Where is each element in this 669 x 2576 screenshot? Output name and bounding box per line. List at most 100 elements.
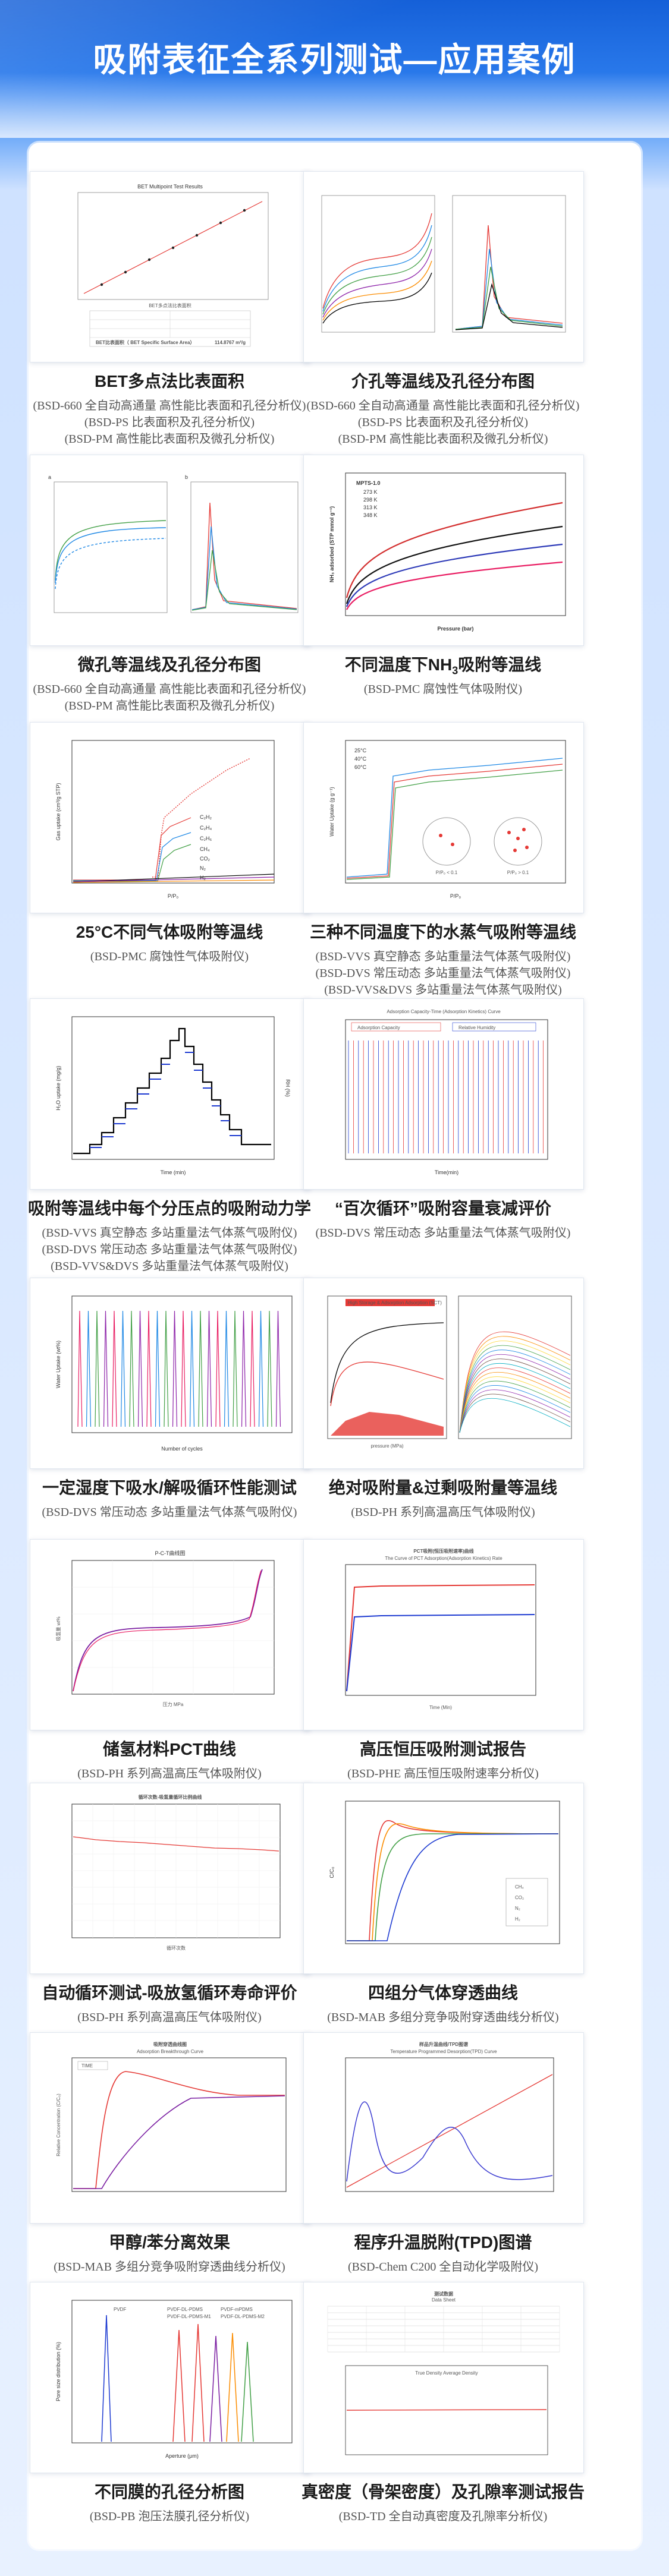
chart-title: P-C-T曲线图 bbox=[155, 1550, 186, 1556]
instrument-line: (BSD-PHE 高压恒压吸附速率分析仪) bbox=[347, 1767, 539, 1780]
legend-m1: PVDF-DL-PDMS-M1 bbox=[167, 2314, 211, 2319]
breakthrough-plot: CH₄ CO₂ N₂ H₂ C/C₀ bbox=[329, 1801, 560, 1944]
y2-axis-label: RH (%) bbox=[285, 1079, 291, 1097]
instrument-line: (BSD-660 全自动高通量 高性能比表面和孔径分析仪) bbox=[33, 683, 306, 696]
instrument-line: (BSD-VVS&DVS 多站重量法气体蒸气吸附仪) bbox=[51, 1260, 288, 1273]
legend-348k: 348 K bbox=[363, 512, 378, 518]
legend-co2: CO₂ bbox=[515, 1895, 524, 1900]
instrument-line: (BSD-DVS 常压动态 多站重量法气体蒸气吸附仪) bbox=[315, 1226, 571, 1240]
legend-title: MPTS-1.0 bbox=[356, 480, 381, 486]
page-header: 吸附表征全系列测试—应用案例 bbox=[0, 0, 669, 138]
x-axis-label: 循环次数 bbox=[167, 1945, 186, 1951]
legend-c2h6: C₂H₆ bbox=[200, 835, 212, 841]
water-cycling-plot: Water Uptake (wt%) Number of cycles bbox=[55, 1295, 293, 1452]
x-axis-label: Number of cycles bbox=[161, 1446, 203, 1452]
membrane-pore-chart-figure: PVDF PVDF-DL-PDMS PVDF-mPDMS PVDF-DL-PDM… bbox=[30, 2282, 310, 2473]
instrument-line: (BSD-VVS 真空静态 多站重量法气体蒸气吸附仪) bbox=[315, 950, 571, 963]
y-axis-label: Water Uptake (g g⁻¹) bbox=[329, 787, 335, 836]
cycle-spike bbox=[103, 1310, 109, 1427]
bet-chart-title: BET Multipoint Test Results bbox=[137, 184, 203, 190]
cycle-spike bbox=[137, 1310, 143, 1427]
gas-uptake-plot: C₂H₂ C₂H₄ C₂H₆ CH₄ CO₂ N₂ H₂ Gas uptake … bbox=[55, 740, 275, 899]
x-axis-label: P/P₀ bbox=[450, 893, 461, 899]
instrument-line: (BSD-PMC 腐蚀性气体吸附仪) bbox=[90, 950, 249, 963]
panel-label-b: b bbox=[185, 474, 188, 480]
legend-298k: 298 K bbox=[363, 497, 378, 503]
instrument-line: (BSD-DVS 常压动态 多站重量法气体蒸气吸附仪) bbox=[315, 967, 571, 980]
high-pressure-chart-figure: PCT吸附(恒压吸附速率)曲线 The Curve of PCT Adsorpt… bbox=[303, 1539, 584, 1730]
pct-plot: P-C-T曲线图 吸氢量 wt% 压力 MPa bbox=[55, 1550, 275, 1707]
card-caption: 一定湿度下吸水/解吸循环性能测试 bbox=[42, 1478, 297, 1497]
instrument-line: (BSD-660 全自动高通量 高性能比表面和孔径分析仪) bbox=[33, 399, 306, 412]
breakthrough-chart-figure: CH₄ CO₂ N₂ H₂ C/C₀ bbox=[303, 1783, 584, 1974]
mesopore-chart-figure bbox=[303, 171, 584, 362]
x-axis-label: Time(min) bbox=[435, 1169, 458, 1175]
cycle-spike bbox=[250, 1310, 255, 1427]
micropore-plots: a b bbox=[48, 474, 299, 613]
card-caption: 微孔等温线及孔径分布图 bbox=[77, 655, 261, 674]
x-axis-label: pressure (MPa) bbox=[370, 1443, 403, 1449]
excess-curve bbox=[459, 1341, 571, 1433]
y-axis-label: C/C₀ bbox=[329, 1866, 335, 1878]
cycle-spike bbox=[77, 1310, 83, 1427]
bet-linear-plot: BET Multipoint Test Results BET多点法比表面积 B… bbox=[77, 184, 269, 347]
excess-curve bbox=[459, 1331, 571, 1433]
card-caption: 25°C不同气体吸附等温线 bbox=[76, 923, 263, 941]
chart-header: High Storage & Adsorption Adsorption (SC… bbox=[348, 1300, 442, 1306]
chart-title: 循环次数-吸氢量循环比例曲线 bbox=[138, 1794, 202, 1800]
legend-25c: 25°C bbox=[354, 748, 367, 753]
excess-curve bbox=[459, 1336, 571, 1433]
cycle-spike bbox=[241, 1310, 247, 1427]
micropore-chart-figure: a b bbox=[30, 455, 310, 646]
tpd-plot: 样品升温曲线/TPD图谱 Temperature Programmed Deso… bbox=[345, 2041, 554, 2192]
chart-title-cn: 吸附穿透曲线图 bbox=[153, 2041, 187, 2047]
cycle-spike bbox=[155, 1310, 161, 1427]
cycle-spike bbox=[172, 1310, 178, 1427]
y-axis-label: 吸氢量 wt% bbox=[55, 1616, 61, 1641]
true-density-report: 测试数据 Data Sheet True Density Average Den… bbox=[327, 2291, 560, 2455]
card-caption: 甲醇/苯分离效果 bbox=[109, 2233, 230, 2252]
instrument-line: (BSD-VVS 真空静态 多站重量法气体蒸气吸附仪) bbox=[42, 1226, 297, 1240]
cycle-spike bbox=[112, 1310, 117, 1427]
chart-title-en: Temperature Programmed Desorption(TPD) C… bbox=[390, 2049, 497, 2054]
bet-table-title: BET多点法比表面积 bbox=[149, 302, 191, 308]
density-chart-title: True Density Average Density bbox=[415, 2370, 478, 2376]
y-axis-label: Water Uptake (wt%) bbox=[55, 1341, 61, 1388]
instrument-line: (BSD-PH 系列高温高压气体吸附仪) bbox=[351, 1506, 535, 1519]
instrument-line: (BSD-DVS 常压动态 多站重量法气体蒸气吸附仪) bbox=[42, 1243, 297, 1256]
hundred-cycles-plot: Adsorption Capacity-Time (Adsorption Kin… bbox=[345, 1009, 548, 1175]
instrument-line: (BSD-PMC 腐蚀性气体吸附仪) bbox=[363, 683, 523, 696]
instrument-line: (BSD-PS 比表面积及孔径分析仪) bbox=[357, 416, 529, 429]
card-caption: 吸附等温线中每个分压点的吸附动力学 bbox=[27, 1199, 311, 1218]
high-pressure-plot: PCT吸附(恒压吸附速率)曲线 The Curve of PCT Adsorpt… bbox=[345, 1548, 536, 1710]
hundred-cycles-chart-figure: Adsorption Capacity-Time (Adsorption Kin… bbox=[303, 998, 584, 1190]
card-caption: 储氢材料PCT曲线 bbox=[102, 1740, 236, 1758]
legend-n2: N₂ bbox=[515, 1906, 520, 1911]
excess-curve bbox=[459, 1367, 571, 1433]
instrument-line: (BSD-660 全自动高通量 高性能比表面和孔径分析仪) bbox=[306, 399, 580, 412]
pct-chart-figure: P-C-T曲线图 吸氢量 wt% 压力 MPa bbox=[30, 1539, 310, 1730]
water-vapor-plot: 25°C 40°C 60°C P/P₀ < 0.1 P/P₀ > 0.1 Wat… bbox=[329, 740, 566, 899]
legend-h2: H₂ bbox=[515, 1916, 520, 1922]
legend-humidity: Relative Humidity bbox=[458, 1025, 495, 1030]
excess-curve bbox=[459, 1380, 571, 1433]
cycle-spike bbox=[120, 1310, 126, 1427]
excess-curve bbox=[459, 1389, 571, 1433]
legend-time: TIME bbox=[81, 2063, 93, 2069]
excess-curve bbox=[459, 1358, 571, 1433]
card-caption: 高压恒压吸附测试报告 bbox=[359, 1740, 526, 1758]
instrument-line: (BSD-MAB 多组分竞争吸附穿透曲线分析仪) bbox=[54, 2260, 285, 2274]
cycle-spike bbox=[258, 1310, 264, 1427]
label-low-pressure: P/P₀ < 0.1 bbox=[436, 870, 458, 875]
bet-result-label: BET比表面积（ BET Specific Surface Area） bbox=[96, 339, 194, 345]
x-axis-label: Pressure (bar) bbox=[437, 626, 473, 632]
instrument-line: (BSD-PB 泡压法膜孔径分析仪) bbox=[89, 2510, 250, 2523]
x-axis-label: 压力 MPa bbox=[163, 1701, 184, 1707]
excess-curve bbox=[459, 1376, 571, 1433]
x-axis-label: Time (Min) bbox=[429, 1705, 452, 1710]
card-caption: 不同膜的孔径分析图 bbox=[94, 2483, 244, 2501]
instrument-line: (BSD-TD 全自动真密度及孔隙率分析仪) bbox=[338, 2510, 548, 2523]
absolute-excess-chart-figure: High Storage & Adsorption Adsorption (SC… bbox=[303, 1278, 584, 1469]
x-axis-label: Time (min) bbox=[161, 1169, 186, 1175]
card-caption: 真密度（骨架密度）及孔隙率测试报告 bbox=[301, 2483, 585, 2501]
